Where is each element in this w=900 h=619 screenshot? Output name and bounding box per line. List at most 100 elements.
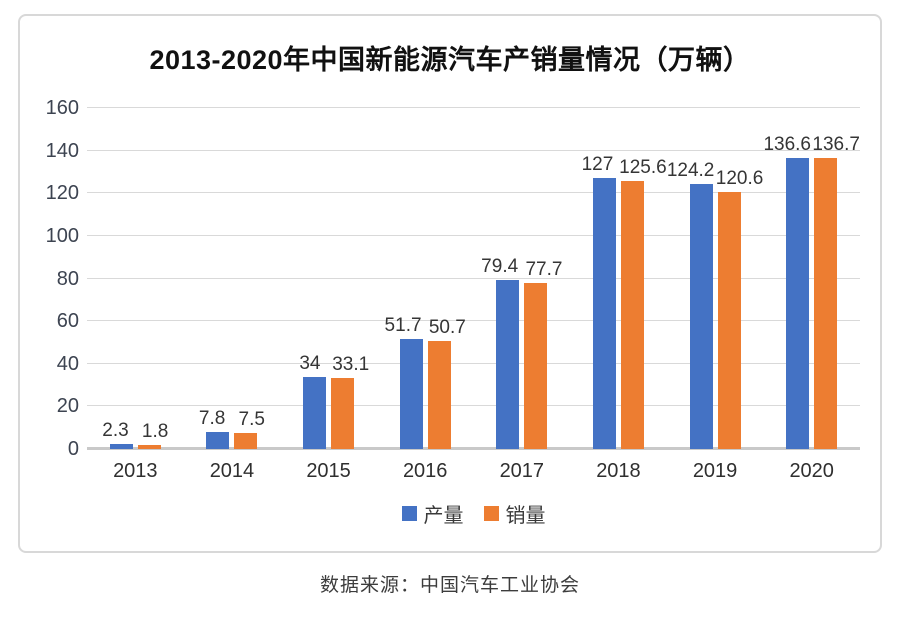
data-label: 125.6 xyxy=(619,157,667,179)
bar-pair: 2.3 1.8 xyxy=(102,420,168,449)
y-tick-label: 100 xyxy=(45,224,79,247)
x-tick-label: 2014 xyxy=(209,460,255,482)
legend-label: 销量 xyxy=(505,505,546,527)
bar-wrap: 120.6 xyxy=(716,168,763,449)
bar-wrap: 124.2 xyxy=(667,160,714,449)
y-tick-label: 20 xyxy=(56,395,79,418)
bar-group-2014: 7.8 7.5 2014 xyxy=(184,108,281,482)
data-label: 136.6 xyxy=(763,133,812,155)
y-tick-label: 160 xyxy=(45,97,79,119)
bar-产量-2015 xyxy=(303,376,327,449)
bar-销量-2016 xyxy=(427,340,451,449)
bar-wrap: 51.7 xyxy=(385,315,423,449)
data-label: 51.7 xyxy=(384,314,422,336)
data-label: 34 xyxy=(299,352,321,374)
bar-wrap: 77.7 xyxy=(524,259,562,449)
x-tick-label: 2016 xyxy=(402,460,448,482)
gridline xyxy=(87,192,860,194)
legend-item-产量: 产量 xyxy=(401,499,464,528)
bar-pair: 51.7 50.7 xyxy=(385,315,466,449)
legend-label: 产量 xyxy=(423,505,464,527)
bar-销量-2020 xyxy=(814,157,838,449)
y-tick-label: 40 xyxy=(56,352,79,375)
bar-产量-2013 xyxy=(109,444,133,449)
bar-产量-2020 xyxy=(786,157,810,449)
bar-group-2013: 2.3 1.8 2013 xyxy=(87,108,184,482)
bar-产量-2017 xyxy=(496,279,520,449)
y-tick-label: 60 xyxy=(56,310,79,333)
y-tick-label: 140 xyxy=(45,139,79,162)
gridline xyxy=(87,405,860,407)
bar-pair: 136.6 136.7 xyxy=(763,134,860,449)
bar-产量-2016 xyxy=(399,338,423,449)
bar-产量-2014 xyxy=(206,432,230,449)
legend-swatch-icon xyxy=(401,506,417,521)
data-label: 79.4 xyxy=(481,255,519,277)
gridline xyxy=(87,107,860,108)
bar-pair: 7.8 7.5 xyxy=(199,408,265,449)
data-label: 7.5 xyxy=(238,409,265,431)
bar-wrap: 136.6 xyxy=(763,134,811,449)
bar-wrap: 50.7 xyxy=(427,317,466,449)
bar-产量-2019 xyxy=(689,184,713,449)
data-label: 120.6 xyxy=(715,167,764,189)
y-tick-label: 0 xyxy=(67,438,79,460)
bar-销量-2015 xyxy=(331,378,355,449)
data-label: 1.8 xyxy=(141,421,169,443)
data-label: 136.7 xyxy=(812,133,860,155)
legend-item-销量: 销量 xyxy=(483,499,546,528)
bar-wrap: 79.4 xyxy=(481,256,520,449)
bar-销量-2014 xyxy=(234,433,258,449)
bar-pair: 127 125.6 xyxy=(582,154,667,449)
data-label: 77.7 xyxy=(525,259,563,281)
data-label: 127 xyxy=(581,154,614,176)
gridline xyxy=(87,362,860,364)
bar-wrap: 2.3 xyxy=(102,420,133,449)
bar-group-2018: 127 125.6 2018 xyxy=(570,108,667,482)
chart-card: 2013-2020年中国新能源汽车产销量情况（万辆） 0 20 40 60 80 100 1… xyxy=(18,14,882,553)
plot-area: 0 20 40 60 80 100 120 140 160 2.3 1.8 2013 7.8 7.5 201… xyxy=(46,97,860,482)
bar-group-2016: 51.7 50.7 2016 xyxy=(377,108,474,482)
bar-pair: 79.4 77.7 xyxy=(481,256,562,449)
bar-group-2017: 79.4 77.7 2017 xyxy=(474,108,571,482)
bar-wrap: 7.5 xyxy=(234,409,265,449)
chart-title: 2013-2020年中国新能源汽车产销量情况（万辆） xyxy=(149,45,751,75)
bar-销量-2019 xyxy=(717,191,741,449)
bar-group-2019: 124.2 120.6 2019 xyxy=(667,108,764,482)
bar-pair: 34 33.1 xyxy=(299,353,369,449)
bar-wrap: 7.8 xyxy=(199,408,230,449)
bar-wrap: 136.7 xyxy=(812,134,860,449)
gridline xyxy=(87,149,860,151)
bar-group-2020: 136.6 136.7 2020 xyxy=(763,108,860,482)
bar-销量-2017 xyxy=(524,283,548,449)
bar-wrap: 33.1 xyxy=(331,354,369,449)
data-label: 2.3 xyxy=(102,420,129,442)
data-label: 124.2 xyxy=(666,160,715,182)
gridline xyxy=(87,320,860,322)
x-tick-label: 2015 xyxy=(306,460,351,482)
y-tick-label: 120 xyxy=(45,182,79,205)
y-tick-label: 80 xyxy=(56,267,79,290)
legend: 产量 销量 xyxy=(87,499,860,528)
bar-销量-2018 xyxy=(620,181,644,449)
gridline xyxy=(87,234,860,236)
bar-wrap: 34 xyxy=(299,353,327,449)
bar-产量-2018 xyxy=(592,178,616,449)
gridline xyxy=(87,277,860,279)
x-tick-label: 2018 xyxy=(596,460,641,482)
source-note: 数据来源：中国汽车工业协会 xyxy=(319,575,580,596)
data-label: 7.8 xyxy=(198,408,226,430)
bar-wrap: 1.8 xyxy=(137,421,168,449)
x-tick-label: 2020 xyxy=(789,460,834,482)
bar-wrap: 127 xyxy=(582,154,616,449)
bar-销量-2013 xyxy=(137,445,161,449)
x-axis-line xyxy=(87,447,860,450)
data-label: 33.1 xyxy=(332,354,370,376)
bar-wrap: 125.6 xyxy=(619,157,667,449)
bar-group-2015: 34 33.1 2015 xyxy=(280,108,377,482)
x-tick-label: 2019 xyxy=(692,460,738,482)
x-tick-label: 2017 xyxy=(499,460,545,482)
data-label: 50.7 xyxy=(428,316,466,338)
legend-swatch-icon xyxy=(483,506,499,521)
